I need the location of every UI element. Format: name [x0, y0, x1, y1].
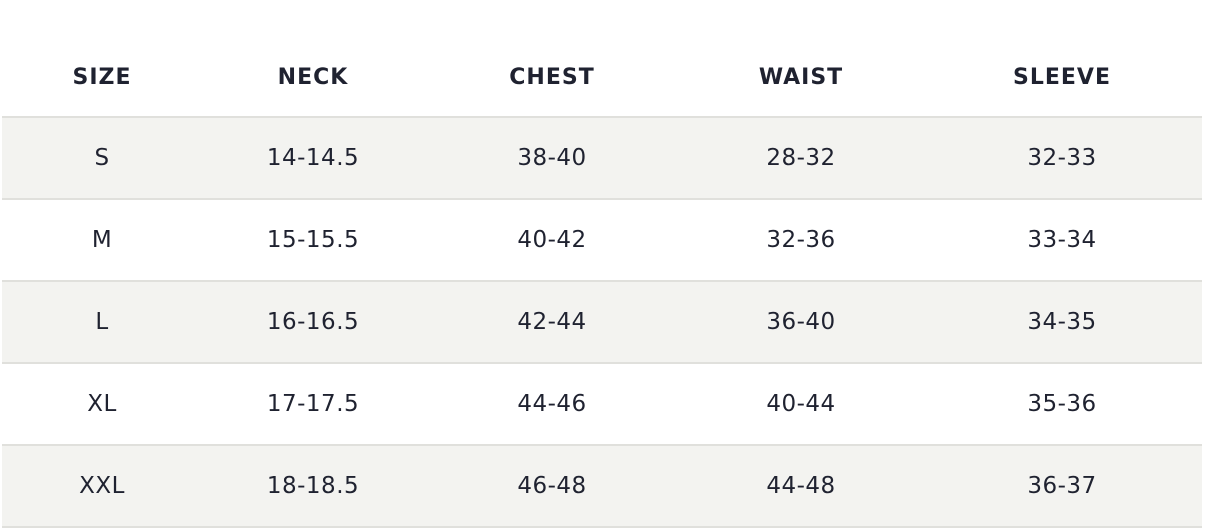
table-cell: 28-32 [680, 117, 922, 200]
table-row: XL 17-17.5 44-46 40-44 35-36 [2, 363, 1202, 446]
table-cell: 36-37 [922, 445, 1202, 528]
column-header: NECK [202, 40, 424, 118]
table-cell: S [2, 117, 202, 200]
table-cell: 46-48 [424, 445, 680, 528]
column-header: CHEST [424, 40, 680, 118]
column-header: SLEEVE [922, 40, 1202, 118]
table-row: M 15-15.5 40-42 32-36 33-34 [2, 199, 1202, 282]
table-cell: XXL [2, 445, 202, 528]
column-header: SIZE [2, 40, 202, 118]
size-table: SIZE NECK CHEST WAIST SLEEVE S 14-14.5 38-40 28… [2, 40, 1202, 528]
table-cell: M [2, 199, 202, 282]
table-cell: 42-44 [424, 281, 680, 364]
table-cell: 40-44 [680, 363, 922, 446]
table-row: L 16-16.5 42-44 36-40 34-35 [2, 281, 1202, 364]
table-cell: 18-18.5 [202, 445, 424, 528]
table-cell: 35-36 [922, 363, 1202, 446]
table-cell: 14-14.5 [202, 117, 424, 200]
table-cell: 34-35 [922, 281, 1202, 364]
table-cell: L [2, 281, 202, 364]
table-body: S 14-14.5 38-40 28-32 32-33 M 15-15.5 40-42 32-3… [2, 117, 1202, 528]
size-chart: SIZE NECK CHEST WAIST SLEEVE S 14-14.5 38-40 28… [2, 40, 1202, 528]
table-cell: 36-40 [680, 281, 922, 364]
table-cell: 44-48 [680, 445, 922, 528]
table-row: XXL 18-18.5 46-48 44-48 36-37 [2, 445, 1202, 528]
table-cell: 33-34 [922, 199, 1202, 282]
table-cell: 32-33 [922, 117, 1202, 200]
column-header: WAIST [680, 40, 922, 118]
table-cell: 15-15.5 [202, 199, 424, 282]
table-cell: 44-46 [424, 363, 680, 446]
table-cell: 32-36 [680, 199, 922, 282]
table-cell: 16-16.5 [202, 281, 424, 364]
table-cell: 40-42 [424, 199, 680, 282]
header-row: SIZE NECK CHEST WAIST SLEEVE [2, 40, 1202, 118]
table-cell: 17-17.5 [202, 363, 424, 446]
table-cell: XL [2, 363, 202, 446]
table-row: S 14-14.5 38-40 28-32 32-33 [2, 117, 1202, 200]
table-cell: 38-40 [424, 117, 680, 200]
